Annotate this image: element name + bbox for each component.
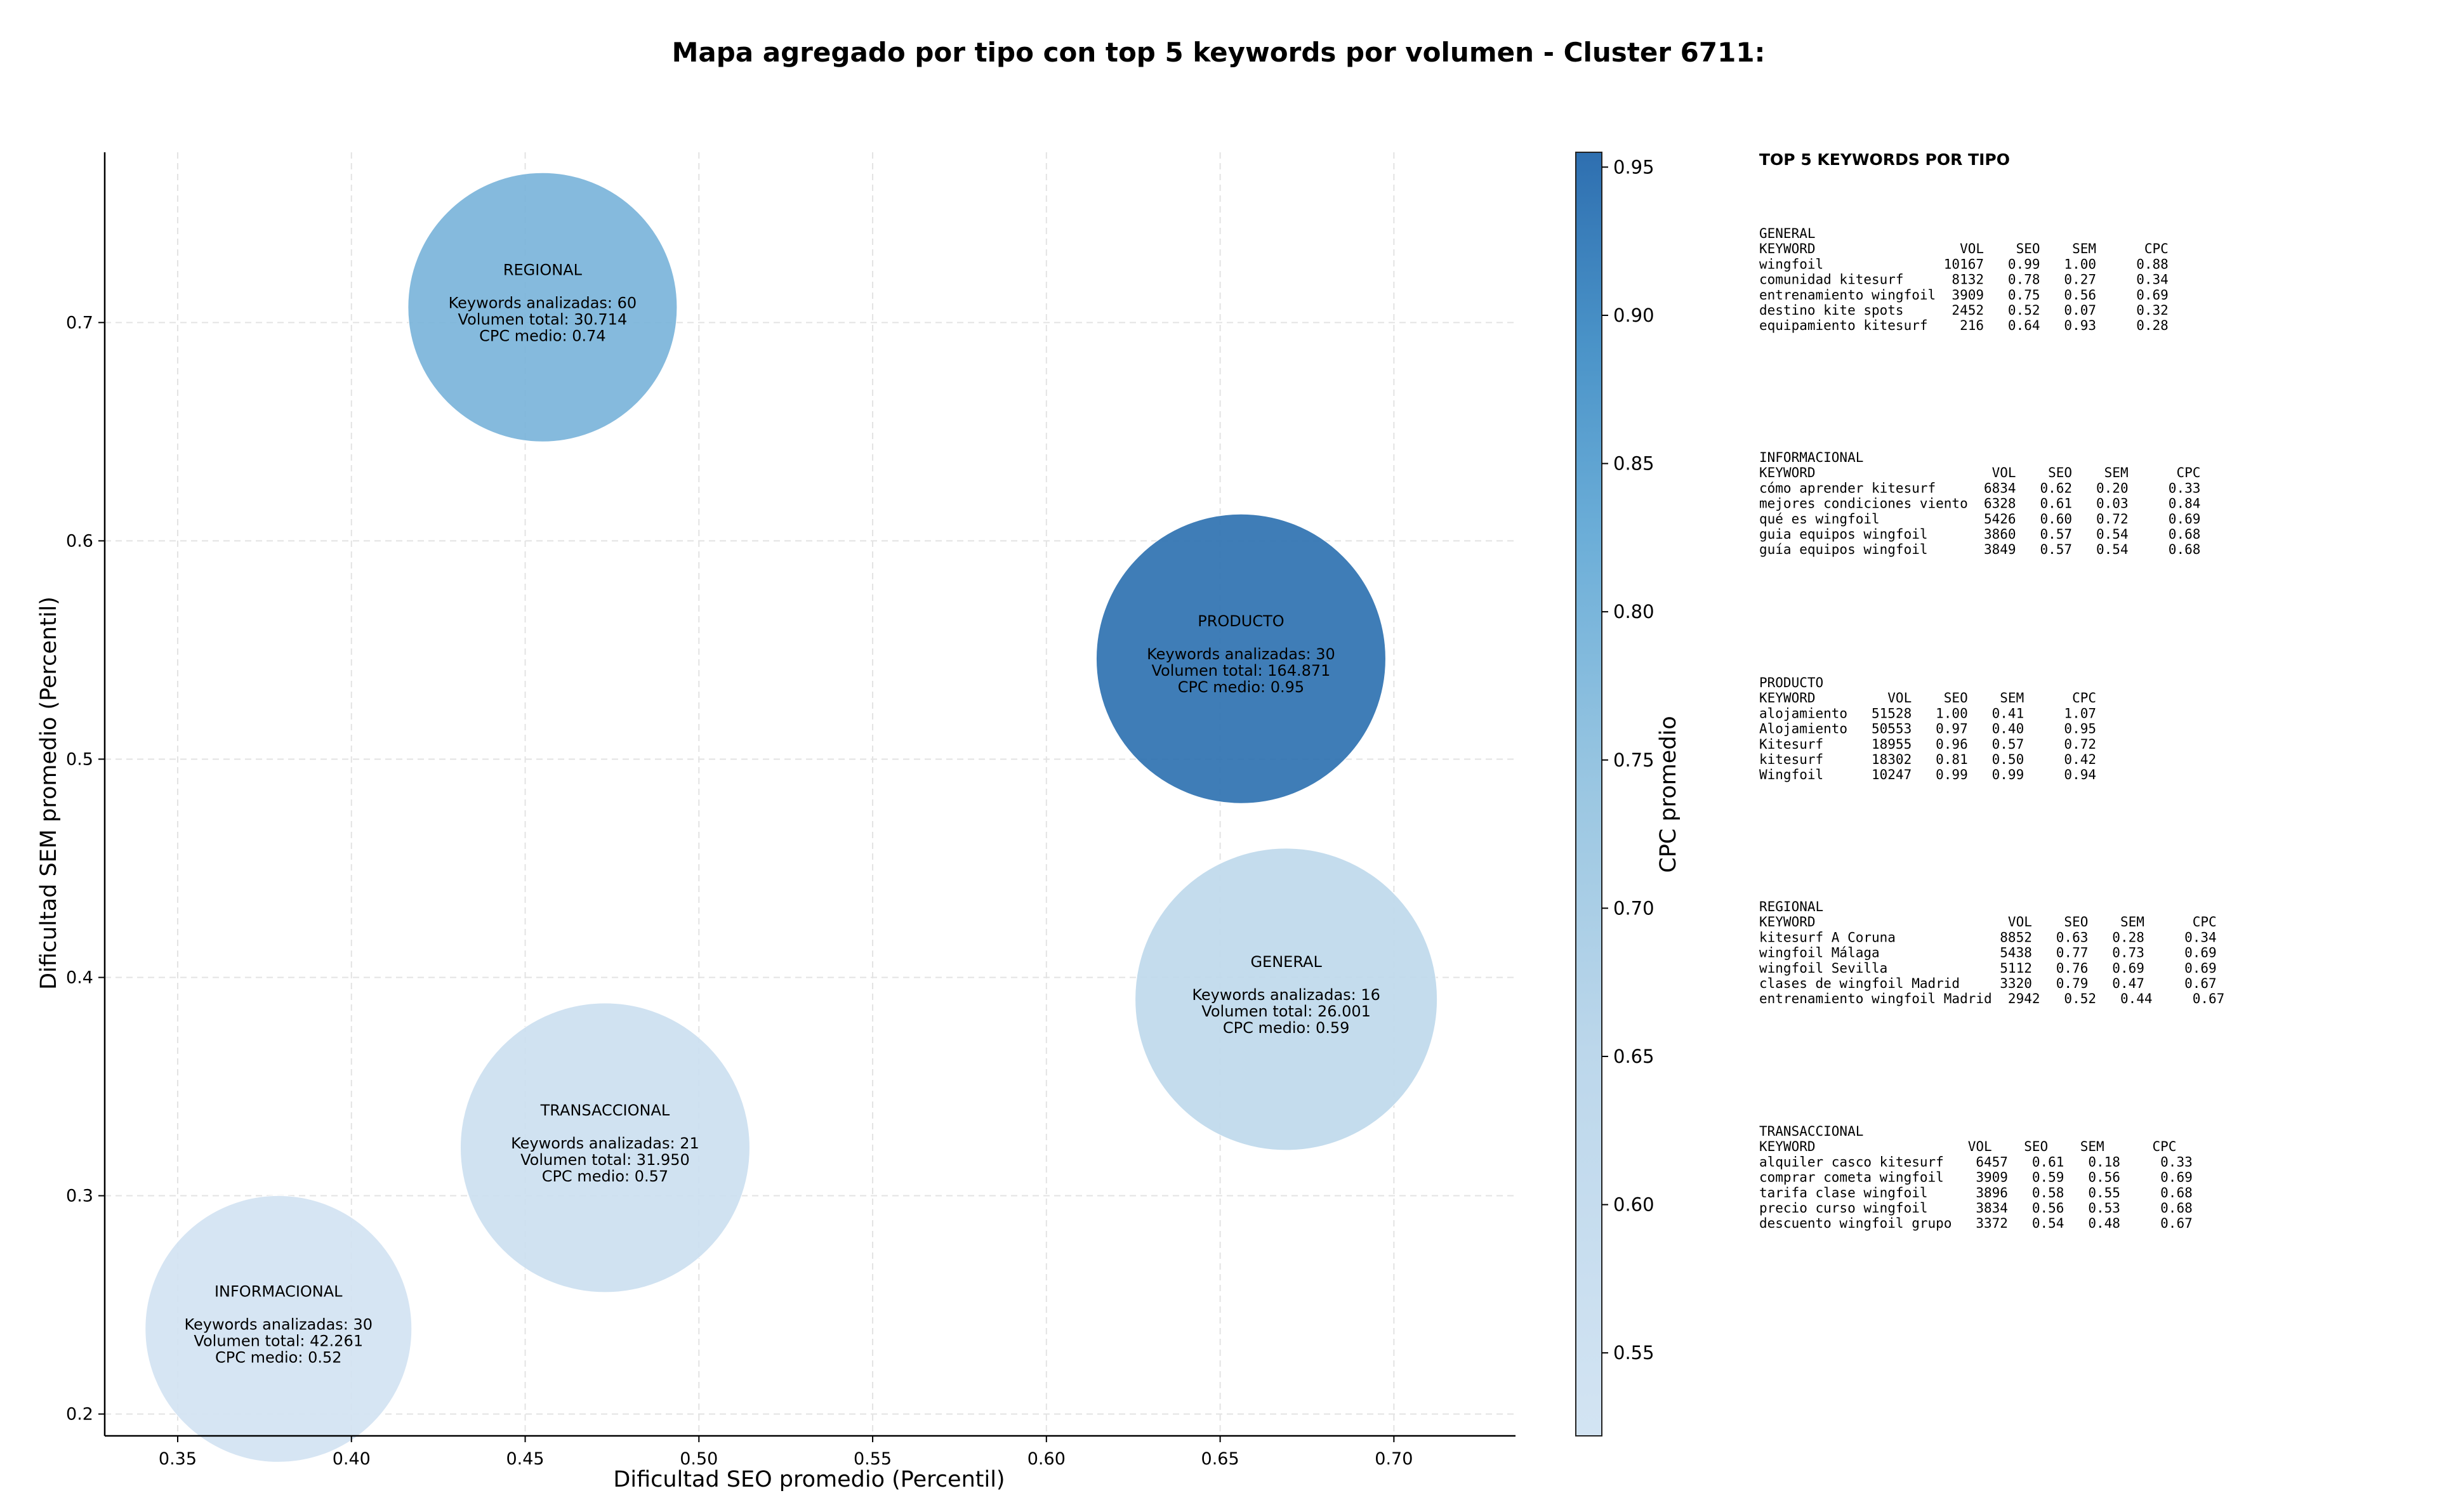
bubble-volume: Volumen total: 31.950 xyxy=(520,1151,690,1169)
y-tick-label: 0.4 xyxy=(66,968,93,988)
colorbar xyxy=(1575,152,1602,1436)
x-tick-label: 0.60 xyxy=(1027,1449,1066,1469)
colorbar-tick-label: 0.85 xyxy=(1613,453,1654,475)
table-header-row: KEYWORD VOL SEO SEM CPC xyxy=(1759,465,2200,480)
section-heading-producto: PRODUCTO xyxy=(1759,675,1823,690)
bubble-circle xyxy=(407,172,678,442)
y-tick-label: 0.6 xyxy=(66,531,93,551)
table-row: Kitesurf 18955 0.96 0.57 0.72 xyxy=(1759,737,2096,752)
x-tick-label: 0.70 xyxy=(1375,1449,1413,1469)
table-row: qué es wingfoil 5426 0.60 0.72 0.69 xyxy=(1759,511,2200,527)
chart-title: Mapa agregado por tipo con top 5 keyword… xyxy=(672,37,1766,68)
table-header-row: KEYWORD VOL SEO SEM CPC xyxy=(1759,690,2096,706)
colorbar-tick-label: 0.55 xyxy=(1613,1342,1654,1364)
panel-title: TOP 5 KEYWORDS POR TIPO xyxy=(1759,150,2010,169)
table-row: guía equipos wingfoil 3849 0.57 0.54 0.6… xyxy=(1759,542,2200,557)
colorbar-tick-label: 0.80 xyxy=(1613,601,1654,622)
bubble-type-label: PRODUCTO xyxy=(1198,612,1284,630)
table-row: tarifa clase wingfoil 3896 0.58 0.55 0.6… xyxy=(1759,1185,2193,1200)
bubble-cpc: CPC medio: 0.52 xyxy=(215,1348,342,1366)
bubble-circle xyxy=(1095,513,1386,804)
table-row: Wingfoil 10247 0.99 0.99 0.94 xyxy=(1759,767,2096,782)
table-row: wingfoil Málaga 5438 0.77 0.73 0.69 xyxy=(1759,945,2217,961)
table-row: wingfoil Sevilla 5112 0.76 0.69 0.69 xyxy=(1759,961,2217,976)
table-row: Alojamiento 50553 0.97 0.40 0.95 xyxy=(1759,721,2096,737)
bubble-volume: Volumen total: 30.714 xyxy=(458,310,628,328)
table-row: cómo aprender kitesurf 6834 0.62 0.20 0.… xyxy=(1759,480,2200,496)
x-axis-label: Dificultad SEO promedio (Percentil) xyxy=(613,1467,1005,1492)
bubble-transaccional: TRANSACCIONAL Keywords analizadas: 21Volu… xyxy=(459,1003,750,1293)
table-row: entrenamiento wingfoil Madrid 2942 0.52 … xyxy=(1759,991,2224,1006)
section-heading-transaccional: TRANSACCIONAL xyxy=(1759,1124,1863,1139)
y-tick-label: 0.3 xyxy=(66,1187,93,1206)
table-row: guia equipos wingfoil 3860 0.57 0.54 0.6… xyxy=(1759,527,2200,542)
bubble-keyword-count: Keywords analizadas: 30 xyxy=(184,1315,373,1333)
bubble-keyword-count: Keywords analizadas: 16 xyxy=(1192,986,1380,1004)
table-header-row: KEYWORD VOL SEO SEM CPC xyxy=(1759,241,2169,256)
axes: 0.35 0.40 0.45 0.50 0.55 0.60 0.65 0.70 0.2 0.3 0.… xyxy=(66,152,1516,1469)
bubble-circle xyxy=(145,1195,413,1463)
table-row: descuento wingfoil grupo 3372 0.54 0.48 … xyxy=(1759,1216,2193,1231)
bubble-circle xyxy=(459,1003,750,1293)
colorbar-tick-label: 0.60 xyxy=(1613,1194,1654,1216)
table-row: kitesurf 18302 0.81 0.50 0.42 xyxy=(1759,752,2096,767)
bubble-type-label: TRANSACCIONAL xyxy=(540,1101,670,1119)
bubble-type-label: GENERAL xyxy=(1250,953,1322,971)
x-tick-label: 0.35 xyxy=(159,1449,197,1469)
bubble-cpc: CPC medio: 0.74 xyxy=(479,327,606,345)
y-axis-label: Dificultad SEM promedio (Percentil) xyxy=(36,596,62,990)
table-row: destino kite spots 2452 0.52 0.07 0.32 xyxy=(1759,303,2169,318)
x-tick-label: 0.55 xyxy=(854,1449,892,1469)
colorbar-tick-label: 0.90 xyxy=(1613,305,1654,326)
x-tick-label: 0.45 xyxy=(506,1449,544,1469)
table-row: comunidad kitesurf 8132 0.78 0.27 0.34 xyxy=(1759,272,2169,287)
table-row: entrenamiento wingfoil 3909 0.75 0.56 0.… xyxy=(1759,287,2169,303)
bubble-type-label: REGIONAL xyxy=(503,261,583,279)
table-row: wingfoil 10167 0.99 1.00 0.88 xyxy=(1759,256,2169,272)
x-tick-label: 0.50 xyxy=(680,1449,718,1469)
colorbar-label: CPC promedio xyxy=(1656,716,1681,872)
colorbar-tick-label: 0.95 xyxy=(1613,156,1654,178)
bubble-type-label: INFORMACIONAL xyxy=(215,1282,343,1300)
table-row: alojamiento 51528 1.00 0.41 1.07 xyxy=(1759,706,2096,721)
table-header-row: KEYWORD VOL SEO SEM CPC xyxy=(1759,914,2217,930)
bubble-circle xyxy=(1135,848,1438,1151)
y-tick-label: 0.2 xyxy=(66,1405,93,1424)
bubble-keyword-count: Keywords analizadas: 21 xyxy=(511,1134,699,1152)
colorbar-tick-label: 0.75 xyxy=(1613,749,1654,771)
colorbar-tick-label: 0.70 xyxy=(1613,897,1654,919)
bubble-cpc: CPC medio: 0.95 xyxy=(1178,678,1305,696)
table-row: kitesurf A Coruna 8852 0.63 0.28 0.34 xyxy=(1759,930,2217,945)
x-tick-label: 0.40 xyxy=(333,1449,371,1469)
table-row: comprar cometa wingfoil 3909 0.59 0.56 0… xyxy=(1759,1170,2193,1185)
bubble-keyword-count: Keywords analizadas: 60 xyxy=(449,294,637,312)
section-heading-general: GENERAL xyxy=(1759,226,1816,241)
x-tick-label: 0.65 xyxy=(1201,1449,1239,1469)
bubble-cpc: CPC medio: 0.57 xyxy=(542,1167,669,1185)
colorbar-ticks: 0.55 0.60 0.65 0.70 0.75 0.80 0.85 0.90 0.95 xyxy=(1602,156,1654,1364)
table-header-row: KEYWORD VOL SEO SEM CPC xyxy=(1759,1139,2176,1154)
section-heading-informacional: INFORMACIONAL xyxy=(1759,450,1863,465)
bubble-volume: Volumen total: 164.871 xyxy=(1151,662,1330,680)
section-heading-regional: REGIONAL xyxy=(1759,899,1823,914)
bubble-informacional: INFORMACIONAL Keywords analizadas: 30Volu… xyxy=(145,1195,413,1463)
bubble-keyword-count: Keywords analizadas: 30 xyxy=(1147,645,1335,663)
bubble-volume: Volumen total: 42.261 xyxy=(194,1332,363,1350)
bubble-volume: Volumen total: 26.001 xyxy=(1201,1003,1371,1020)
colorbar-tick-label: 0.65 xyxy=(1613,1046,1654,1067)
table-row: alquiler casco kitesurf 6457 0.61 0.18 0… xyxy=(1759,1154,2193,1169)
table-row: precio curso wingfoil 3834 0.56 0.53 0.6… xyxy=(1759,1200,2193,1216)
y-tick-label: 0.5 xyxy=(66,749,93,769)
bubble-cpc: CPC medio: 0.59 xyxy=(1223,1019,1350,1037)
table-row: mejores condiciones viento 6328 0.61 0.0… xyxy=(1759,496,2200,511)
table-row: equipamiento kitesurf 216 0.64 0.93 0.28 xyxy=(1759,318,2169,333)
y-tick-label: 0.7 xyxy=(66,313,93,332)
table-row: clases de wingfoil Madrid 3320 0.79 0.47… xyxy=(1759,976,2217,991)
